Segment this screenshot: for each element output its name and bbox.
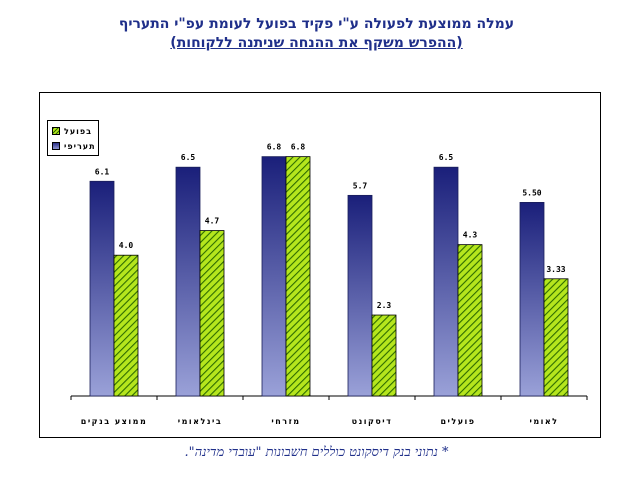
bar-actual	[457, 244, 483, 397]
bar-actual	[113, 254, 139, 397]
bar-tariff	[261, 156, 287, 397]
bar-tariff	[433, 166, 459, 397]
footnote: * נתוני בנק דיסקונט כוללים חשבונות "עובד…	[184, 445, 449, 460]
bar-chart: 6.1 4.0 ממוצע בנקים 6.5 4.7 בינלאומי 6.8 6.8 מזר…	[70, 143, 588, 426]
category-label: ממוצע בנקים	[81, 417, 147, 426]
data-label-tariff: 6.1	[95, 167, 110, 176]
category-label: לאומי	[529, 417, 558, 426]
data-label-actual: 6.8	[291, 143, 306, 152]
bar-tariff	[175, 166, 201, 397]
data-label-tariff: 6.5	[439, 153, 454, 162]
chart-title: עמלה ממוצעת לפעולה ע"י פקיד בפועל לעומת …	[118, 16, 515, 32]
legend-item-actual: בפועל	[52, 126, 92, 136]
legend-item-tariff: תעריפי	[52, 141, 96, 151]
legend-swatch-actual	[52, 127, 60, 135]
legend: בפועל תעריפי	[47, 120, 99, 156]
data-label-tariff: 5.7	[353, 181, 368, 190]
legend-label-tariff: תעריפי	[64, 141, 96, 151]
legend-swatch-tariff	[52, 142, 60, 150]
data-label-tariff: 5.50	[522, 188, 541, 197]
data-label-tariff: 6.8	[267, 143, 282, 152]
bar-tariff	[347, 194, 373, 397]
bar-actual	[285, 156, 311, 397]
bar-tariff	[89, 180, 115, 397]
category-label: פועלים	[440, 417, 475, 426]
bar-tariff	[519, 202, 545, 397]
category-label: בינלאומי	[178, 417, 222, 426]
category-label: מזרחי	[271, 417, 300, 426]
data-label-tariff: 6.5	[181, 153, 196, 162]
chart-subtitle: (ההפרש משקף את ההנחה שניתנה ללקוחות)	[170, 35, 463, 51]
data-label-actual: 4.0	[119, 241, 134, 250]
bar-actual	[371, 314, 397, 397]
category-label: דיסקונט	[352, 417, 393, 426]
legend-label-actual: בפועל	[64, 126, 93, 136]
plot-area: 6.1 4.0 ממוצע בנקים 6.5 4.7 בינלאומי 6.8 6.8 מזר…	[70, 143, 588, 426]
data-label-actual: 3.33	[546, 265, 565, 274]
bar-actual	[543, 278, 569, 397]
data-label-actual: 4.3	[463, 231, 478, 240]
data-label-actual: 4.7	[205, 217, 220, 226]
data-label-actual: 2.3	[377, 301, 392, 310]
bar-actual	[199, 230, 225, 397]
